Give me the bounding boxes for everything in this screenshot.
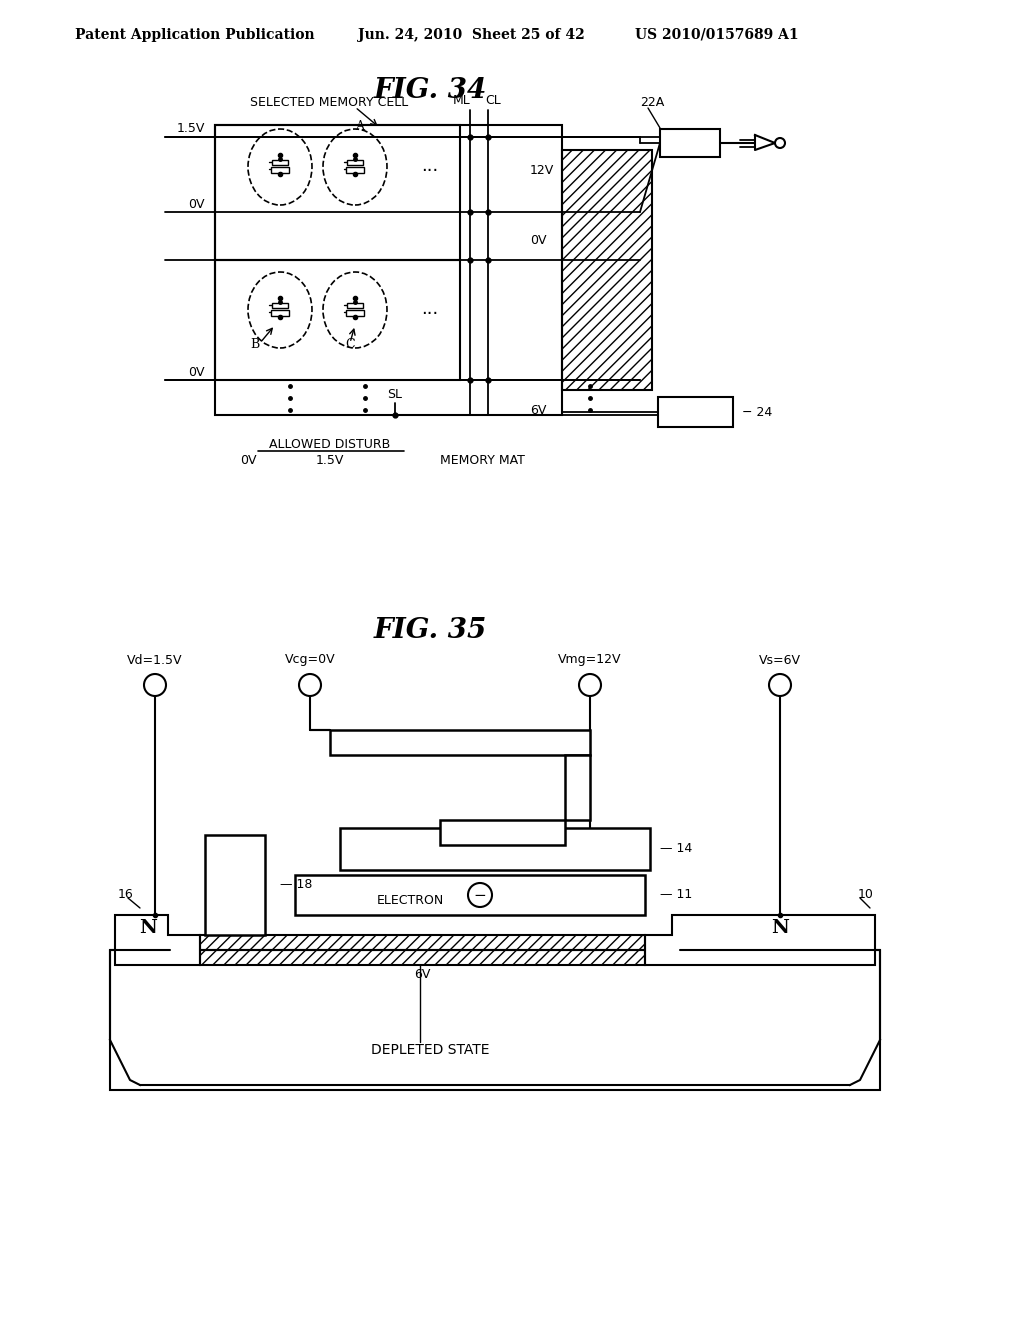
Bar [347,160,362,165]
Text: — 18: — 18 [280,879,312,891]
Text: ALLOWED DISTURB: ALLOWED DISTURB [269,438,390,451]
Text: 12V: 12V [530,164,554,177]
Bar [330,730,590,755]
Text: A: A [355,120,365,133]
Text: − 24: − 24 [742,405,772,418]
Text: MEMORY MAT: MEMORY MAT [440,454,525,466]
Text: 1.5V: 1.5V [315,454,344,466]
Circle shape [579,675,601,696]
Text: ML: ML [454,94,471,107]
Circle shape [144,675,166,696]
Text: US 2010/0157689 A1: US 2010/0157689 A1 [635,28,799,42]
Text: FIG. 34: FIG. 34 [374,77,486,103]
Bar [271,309,289,315]
Text: 16: 16 [118,888,134,902]
Circle shape [769,675,791,696]
Polygon shape [115,915,200,965]
Text: 6V: 6V [530,404,547,417]
Text: Vd=1.5V: Vd=1.5V [127,653,182,667]
Text: 0V: 0V [188,366,205,379]
Bar [272,160,288,165]
Text: N: N [771,919,788,937]
Text: Vs=6V: Vs=6V [759,653,801,667]
Circle shape [775,139,785,148]
Text: 22A: 22A [640,95,665,108]
Text: Patent Application Publication: Patent Application Publication [75,28,314,42]
Text: SL: SL [387,388,402,401]
Text: Jun. 24, 2010  Sheet 25 of 42: Jun. 24, 2010 Sheet 25 of 42 [358,28,585,42]
Text: 1.5V: 1.5V [176,123,205,136]
Circle shape [299,675,321,696]
Polygon shape [755,135,775,150]
Bar [340,828,650,870]
Text: — 11: — 11 [660,888,692,902]
Bar [272,302,288,309]
Text: DEPLETED STATE: DEPLETED STATE [371,1043,489,1057]
Text: ELECTRON: ELECTRON [377,895,443,908]
Text: Vcg=0V: Vcg=0V [285,653,335,667]
Bar [110,950,880,1090]
Text: −: − [474,887,486,903]
Bar [205,836,265,935]
Bar [658,397,733,426]
Bar [215,125,562,414]
Text: FIG. 35: FIG. 35 [374,616,486,644]
Polygon shape [645,915,874,965]
Bar [295,875,645,915]
Text: N: N [139,919,157,937]
Text: C: C [345,338,354,351]
Text: 10: 10 [858,888,873,902]
Bar [215,260,460,380]
Bar [215,125,460,260]
Bar [660,129,720,157]
Text: 0V: 0V [188,198,205,210]
Text: — 14: — 14 [660,842,692,855]
Bar [347,302,362,309]
Bar [346,309,364,315]
Text: ...: ... [421,300,438,318]
Bar [200,935,645,965]
Bar [271,166,289,173]
Text: 6V: 6V [414,969,430,982]
Text: 0V: 0V [240,454,256,466]
Text: CL: CL [485,94,501,107]
Text: 0V: 0V [530,234,547,247]
Text: B: B [251,338,260,351]
Text: SELECTED MEMORY CELL: SELECTED MEMORY CELL [250,95,409,108]
Bar [562,150,652,389]
Bar [346,166,364,173]
Circle shape [468,883,492,907]
Bar [565,755,590,820]
Bar [440,820,565,845]
Text: ...: ... [421,157,438,176]
Text: Vmg=12V: Vmg=12V [558,653,622,667]
